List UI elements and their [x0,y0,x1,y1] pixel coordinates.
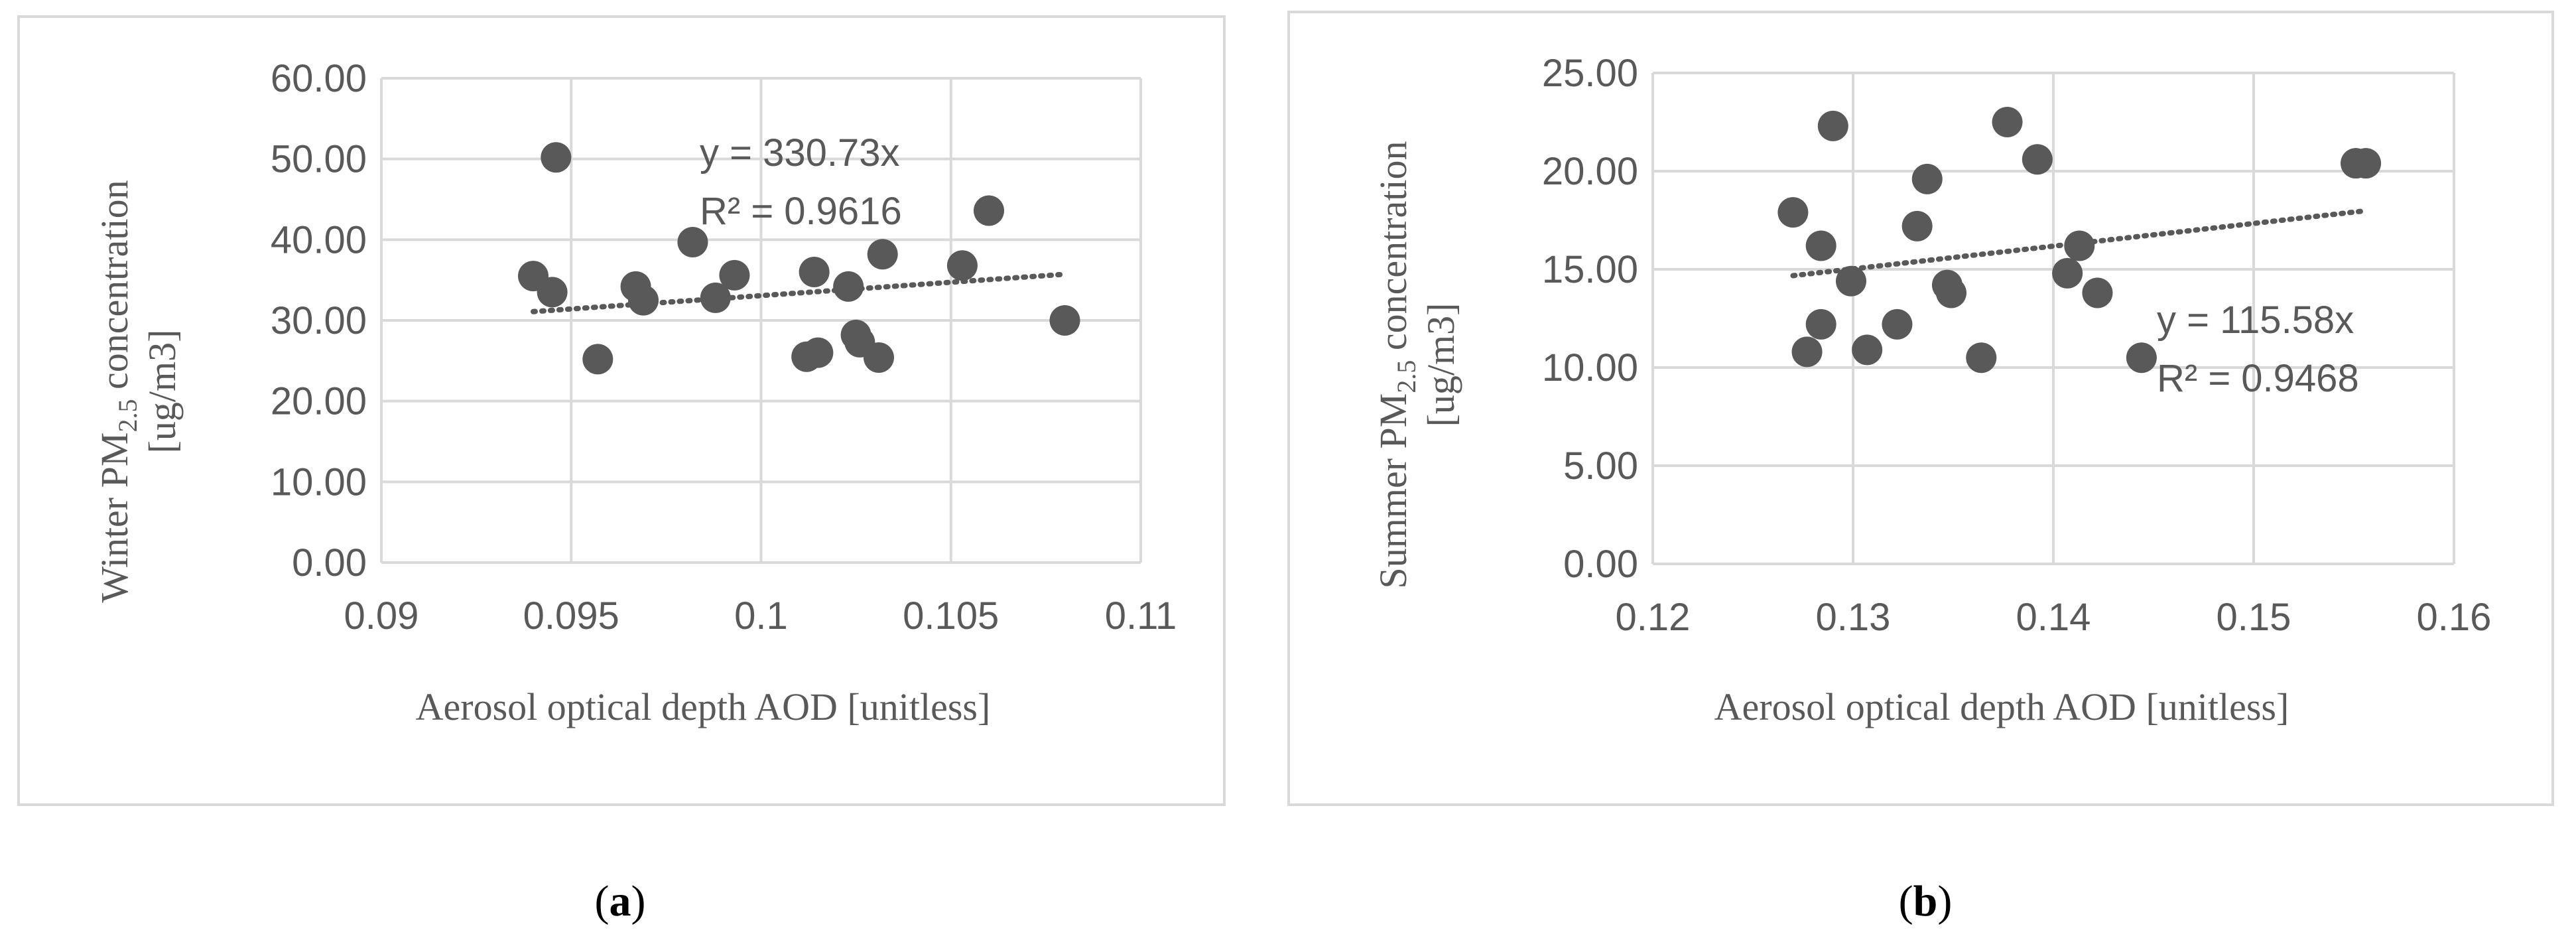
chart-b-data-point [1835,265,1866,297]
chart-b-y-tick-labels: 0.00 5.00 10.00 15.00 20.00 25.00 [1542,52,1638,586]
chart-a-y-tick-label: 30.00 [271,299,367,342]
chart-a-x-tick-label: 0.095 [523,594,619,638]
chart-a-y-tick-labels: 0.00 10.00 20.00 30.00 40.00 50.00 60.00 [271,57,367,584]
chart-b-y-axis-title: Summer PM2.5 concentration [ug/m3] [1372,141,1462,588]
chart-b-data-point [1852,334,1883,366]
chart-b-y-tick-label: 0.00 [1563,543,1638,586]
chart-a-x-tick-label: 0.11 [1105,594,1177,638]
chart-a-data-point [628,285,659,316]
chart-a-data-point [1049,305,1080,336]
chart-a-x-tick-label: 0.09 [344,594,419,638]
chart-a-y-axis-title-line2: [ug/m3] [141,330,184,454]
chart-a-data-point [719,259,750,291]
chart-a-x-tick-label: 0.105 [903,594,999,638]
chart-b-data-point [1901,210,1933,241]
chart-a-data-point [799,257,830,287]
chart-b-x-tick-label: 0.12 [1616,596,1691,639]
chart-b-x-tick-label: 0.16 [2417,596,2492,639]
chart-a-x-tick-labels: 0.09 0.095 0.1 0.105 0.11 [344,594,1177,638]
chart-a-r-squared: R² = 0.9616 [700,190,902,233]
chart-a-data-point [541,142,572,173]
chart-a-x-tick-label: 0.1 [734,594,788,638]
chart-b-x-tick-label: 0.15 [2217,596,2291,639]
chart-b-data-point [2351,148,2382,179]
chart-a-y-axis-title-line1: Winter PM2.5 concentration [93,180,143,602]
chart-b-data-point [2126,342,2157,373]
chart-b-data-point [2082,277,2113,308]
chart-b-data-point [1882,308,1913,340]
chart-a-y-tick-label: 60.00 [271,57,367,100]
chart-a-trendline [531,271,1068,314]
chart-a-y-tick-label: 0.00 [292,541,367,584]
chart-a-x-axis-title: Aerosol optical depth AOD [unitless] [416,685,991,728]
chart-b-y-tick-label: 5.00 [1563,444,1638,488]
chart-b-r-squared: R² = 0.9468 [2157,357,2359,400]
chart-b-data-point [2022,144,2053,175]
chart-a-data-point [582,344,613,375]
chart-a-data-point [974,195,1004,226]
chart-b-y-tick-label: 15.00 [1542,248,1638,291]
chart-b-data-point [1791,336,1823,368]
chart-b-x-axis-title: Aerosol optical depth AOD [unitless] [1714,685,2289,728]
panel-label-a: (a) [595,877,646,925]
chart-a-data-point [946,250,978,281]
chart-a-data-point [867,239,898,270]
panel-label-b: (b) [1899,877,1953,925]
chart-b-data-point [1966,342,1997,373]
chart-b-data-point [1817,110,1848,141]
chart-a-data-point [537,277,568,308]
chart-b-data-point [1992,107,2023,137]
chart-b-y-tick-label: 20.00 [1542,150,1638,193]
chart-b-y-axis-title-line2: [ug/m3] [1419,303,1462,427]
chart-a-frame [17,15,1226,806]
chart-a-data-point [677,226,708,257]
chart-b-data-point [2052,257,2083,289]
chart-b-equation: y = 115.58x [2157,299,2354,342]
chart-a-y-tick-label: 40.00 [271,218,367,261]
chart-b-data-point [1777,197,1809,228]
chart-b-y-tick-label: 25.00 [1542,52,1638,95]
chart-a-y-tick-label: 50.00 [271,138,367,181]
chart-a-data-point [700,282,731,313]
chart-b-data-point [1805,230,1836,261]
chart-b-data-point [1935,277,1966,308]
chart-a-data-point [863,342,894,373]
chart-a-equation: y = 330.73x [700,131,900,174]
chart-b-x-tick-label: 0.13 [1816,596,1891,639]
chart-b-data-point [2064,230,2095,261]
chart-a-y-tick-label: 10.00 [271,460,367,504]
chart-a-data-point [803,337,834,368]
chart-a-y-axis-title: Winter PM2.5 concentration [ug/m3] [93,180,184,602]
chart-b-y-tick-label: 10.00 [1542,346,1638,389]
chart-a-data-point [833,271,864,302]
chart-b-data-point [1805,308,1836,340]
chart-b-data-points [1777,107,2382,373]
chart-b-y-axis-title-line1: Summer PM2.5 concentration [1372,141,1421,588]
chart-b-frame [1287,11,2554,806]
chart-b-data-point [1911,163,1943,194]
chart-a-y-tick-label: 20.00 [271,380,367,423]
chart-b-gridlines [1651,72,2455,565]
chart-a-data-points [518,142,1080,375]
chart-b-x-tick-labels: 0.12 0.13 0.14 0.15 0.16 [1616,596,2492,639]
chart-a-gridlines [380,77,1142,564]
chart-b-x-tick-label: 0.14 [2016,596,2091,639]
